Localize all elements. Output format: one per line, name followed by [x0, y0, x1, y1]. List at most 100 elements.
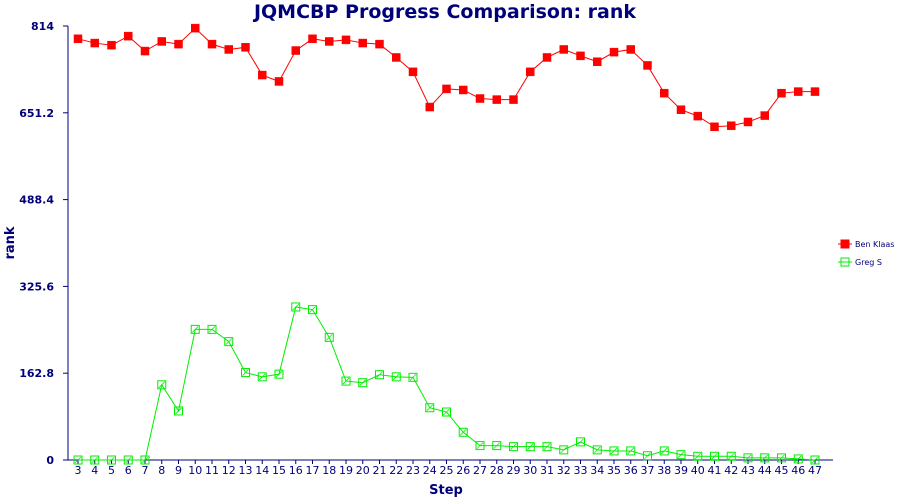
data-point-tick	[359, 379, 367, 386]
x-tick-label: 8	[158, 464, 165, 477]
data-point	[509, 442, 518, 452]
data-point	[743, 453, 753, 463]
data-point	[509, 95, 518, 104]
data-point	[659, 446, 669, 456]
data-point-tick	[744, 454, 752, 462]
data-point	[693, 451, 703, 461]
data-point	[174, 406, 183, 416]
data-point	[291, 46, 300, 55]
data-point	[124, 31, 133, 41]
data-point	[475, 94, 485, 103]
data-point	[643, 61, 652, 70]
data-point	[157, 37, 166, 46]
data-point-tick	[560, 446, 568, 454]
data-point-tick	[175, 407, 182, 415]
data-point-tick	[493, 442, 501, 449]
data-point	[140, 455, 150, 465]
y-axis-ticks: 0 162.8 325.6 488.4 651.2 814	[19, 20, 68, 467]
x-tick-label: 21	[373, 464, 387, 477]
data-point	[375, 370, 384, 380]
y-tick-label: 488.4	[19, 194, 54, 207]
data-point	[274, 369, 284, 379]
data-point	[760, 111, 769, 120]
data-point	[593, 57, 602, 66]
legend: Ben Klaas Greg S	[838, 239, 894, 267]
data-point-tick	[610, 447, 618, 455]
x-tick-label: 17	[306, 464, 320, 477]
y-tick-label: 325.6	[19, 280, 54, 293]
data-point	[107, 455, 116, 465]
x-tick-label: 37	[641, 464, 655, 477]
data-point-tick	[510, 443, 517, 450]
data-point-tick	[761, 454, 769, 462]
legend-swatch-marker	[840, 257, 850, 267]
x-tick-label: 12	[222, 464, 236, 477]
y-tick-label: 814	[31, 20, 54, 33]
data-point	[258, 70, 267, 80]
data-point	[609, 446, 619, 456]
x-tick-label: 41	[708, 464, 722, 477]
data-point-tick	[526, 443, 534, 450]
x-tick-label: 6	[125, 464, 132, 477]
data-point	[207, 39, 217, 49]
data-point	[425, 102, 434, 112]
data-point-tick	[258, 373, 266, 381]
data-point	[341, 376, 351, 386]
data-point-tick	[158, 381, 166, 389]
data-point	[358, 378, 368, 388]
x-tick-label: 36	[624, 464, 638, 477]
x-tick-label: 25	[440, 464, 454, 477]
data-point	[392, 53, 401, 62]
data-point	[810, 455, 820, 465]
data-point	[257, 372, 267, 382]
y-axis-label: rank	[3, 226, 18, 259]
data-point	[726, 451, 736, 461]
data-point-tick	[191, 326, 199, 333]
series-layer	[73, 23, 820, 465]
data-point	[626, 45, 635, 54]
data-point-tick	[342, 377, 350, 385]
data-point-tick	[91, 456, 99, 464]
data-point-tick	[443, 408, 450, 416]
x-tick-label: 42	[724, 464, 738, 477]
x-tick-label: 13	[239, 464, 253, 477]
x-tick-label: 18	[322, 464, 336, 477]
data-point	[375, 39, 384, 49]
data-point-tick	[794, 455, 802, 463]
x-axis-label: Step	[429, 483, 463, 498]
data-point	[576, 437, 585, 447]
x-tick-label: 7	[142, 464, 149, 477]
y-tick-label: 651.2	[19, 107, 54, 120]
data-point	[492, 95, 501, 104]
data-point	[191, 23, 200, 33]
x-tick-label: 26	[456, 464, 470, 477]
data-point-tick	[409, 374, 417, 381]
data-point	[90, 455, 100, 465]
x-tick-label: 9	[175, 464, 182, 477]
data-point-tick	[426, 404, 434, 412]
x-tick-label: 19	[339, 464, 353, 477]
data-point	[207, 324, 217, 334]
data-point-tick	[593, 446, 601, 454]
data-point	[308, 305, 317, 315]
data-point-tick	[577, 438, 584, 446]
data-point	[408, 67, 418, 77]
data-point	[743, 117, 753, 127]
x-tick-label: 30	[523, 464, 537, 477]
series-1	[73, 23, 820, 132]
data-point	[325, 37, 334, 46]
x-tick-label: 16	[289, 464, 303, 477]
data-point	[559, 445, 569, 455]
data-point-tick	[325, 334, 333, 341]
data-point	[810, 87, 820, 96]
x-tick-label: 46	[791, 464, 805, 477]
data-point	[626, 446, 636, 456]
data-point	[308, 34, 317, 44]
data-point	[794, 87, 803, 96]
x-tick-label: 31	[540, 464, 554, 477]
data-point	[559, 45, 568, 54]
data-point	[73, 34, 83, 44]
data-point	[459, 85, 468, 95]
data-point	[224, 337, 234, 347]
x-tick-label: 28	[490, 464, 504, 477]
